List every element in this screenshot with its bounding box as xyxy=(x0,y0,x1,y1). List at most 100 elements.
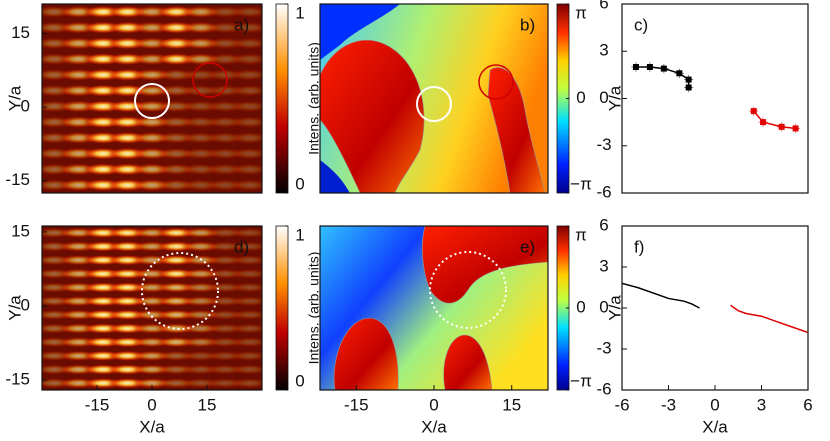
fringe xyxy=(229,21,262,34)
panel-label: e) xyxy=(520,237,535,256)
fringe xyxy=(229,268,262,280)
fringe xyxy=(229,53,262,66)
trajectory xyxy=(622,282,700,309)
y-axis-label: Y/a xyxy=(5,85,24,111)
fringe xyxy=(229,227,262,239)
plot-area xyxy=(42,226,262,390)
y-tick-label: 6 xyxy=(599,215,608,234)
y-tick-label: -15 xyxy=(5,170,30,189)
y-tick-label: 3 xyxy=(599,41,608,60)
colorbar-tick-label: 1 xyxy=(295,3,304,22)
fringe xyxy=(229,336,262,348)
y-tick-label: 15 xyxy=(11,23,30,42)
y-tick-label: 3 xyxy=(599,256,608,275)
colorbar-tick-label: π xyxy=(575,3,587,22)
y-tick-label: -6 xyxy=(596,182,611,201)
plot-frame xyxy=(319,3,549,194)
fringe xyxy=(229,309,262,321)
plot-area xyxy=(631,62,801,134)
plot-area xyxy=(320,4,548,193)
fringe xyxy=(229,254,262,266)
trajectory xyxy=(730,304,808,334)
fringe xyxy=(229,323,262,334)
x-tick-label: -6 xyxy=(614,395,629,414)
fringe xyxy=(229,163,262,176)
colorbar-tick-label: 0 xyxy=(576,88,585,107)
fringe xyxy=(229,131,262,144)
colorbar-tick-label: π xyxy=(575,225,587,244)
y-tick-label: -6 xyxy=(596,379,611,398)
point xyxy=(646,64,653,70)
point xyxy=(660,65,667,72)
point xyxy=(778,123,785,130)
point xyxy=(632,64,639,70)
fringe xyxy=(229,179,262,192)
x-axis-label: X/a xyxy=(421,417,447,436)
phase-region xyxy=(320,160,350,193)
x-tick-label: -15 xyxy=(85,395,110,414)
colorbar xyxy=(275,225,289,391)
x-tick-label: -3 xyxy=(661,395,676,414)
point xyxy=(685,84,692,91)
colorbar-tick-label: 1 xyxy=(295,225,304,244)
x-tick-label: -15 xyxy=(344,395,369,414)
x-tick-label: 0 xyxy=(710,395,719,414)
trajectory xyxy=(753,110,796,130)
point xyxy=(685,76,692,83)
x-tick-label: 3 xyxy=(757,395,766,414)
plot-area xyxy=(622,282,808,334)
y-axis-label: Y/a xyxy=(605,85,624,111)
image-background xyxy=(42,4,262,193)
point xyxy=(676,70,683,77)
plot-frame xyxy=(621,3,809,194)
panel-label: f) xyxy=(634,237,644,256)
fringe xyxy=(229,37,262,50)
plot-area xyxy=(320,226,548,390)
fringe xyxy=(229,241,262,252)
phase-region xyxy=(421,226,548,304)
phase-region xyxy=(320,4,400,60)
y-tick-label: -3 xyxy=(596,135,611,154)
colorbar-tick-label: −π xyxy=(570,371,592,390)
colorbar-label: Intens. (arb. units) xyxy=(306,42,322,155)
phase-region xyxy=(333,317,399,390)
colorbar-tick-label: 0 xyxy=(295,371,304,390)
fringe xyxy=(229,84,262,97)
point xyxy=(750,108,757,115)
x-axis-label: X/a xyxy=(139,417,165,436)
colorbar-tick-label: −π xyxy=(570,174,592,193)
plot-area xyxy=(42,4,262,193)
y-tick-label: 15 xyxy=(11,221,30,240)
y-axis-label: Y/a xyxy=(5,295,24,321)
phase-region xyxy=(443,334,493,390)
y-tick-label: 6 xyxy=(599,0,608,12)
panel-label: a) xyxy=(234,15,249,34)
fringe xyxy=(229,295,262,307)
colorbar-tick-label: 0 xyxy=(295,174,304,193)
point xyxy=(760,119,767,126)
y-tick-label: -3 xyxy=(596,338,611,357)
point xyxy=(792,125,799,132)
x-tick-label: 15 xyxy=(502,395,521,414)
fringe xyxy=(229,5,262,18)
fringe xyxy=(229,68,262,81)
y-tick-label: -15 xyxy=(5,370,30,389)
x-axis-label: X/a xyxy=(702,417,728,436)
fringe xyxy=(229,377,262,389)
fringe xyxy=(229,282,262,293)
vortex-marker xyxy=(192,62,228,98)
y-axis-label: Y/a xyxy=(605,295,624,321)
panel-label: d) xyxy=(234,237,249,256)
x-tick-label: 6 xyxy=(803,395,812,414)
panel-label: b) xyxy=(520,15,535,34)
plot-frame xyxy=(621,225,809,391)
fringe xyxy=(229,364,262,375)
panel-label: c) xyxy=(634,15,648,34)
vortex-region xyxy=(429,251,507,329)
colorbar-label: Intens. (arb. units) xyxy=(306,252,322,365)
fringe xyxy=(229,350,262,362)
y-tick-label: 0 xyxy=(21,97,30,116)
vortex-marker xyxy=(134,83,170,119)
